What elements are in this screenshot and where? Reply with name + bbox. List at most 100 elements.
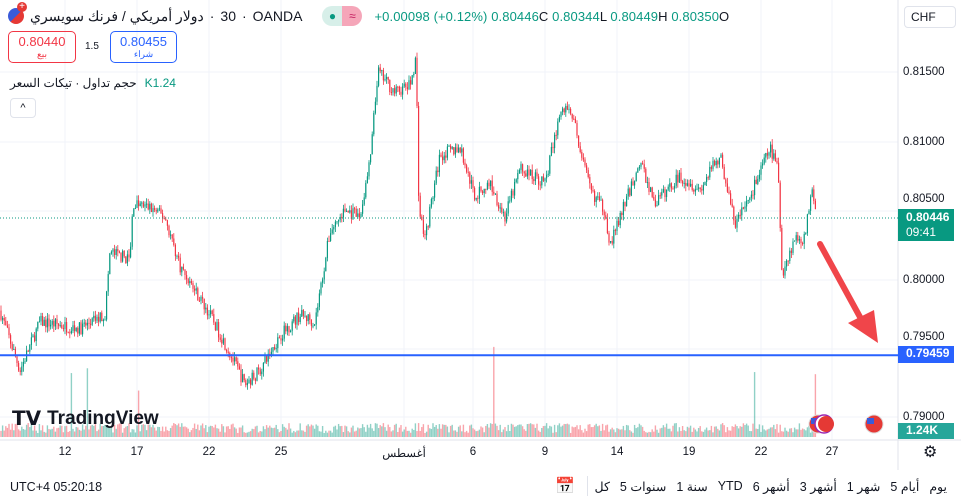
volume-bar [670, 431, 673, 437]
range-button[interactable]: كل [594, 480, 610, 494]
range-button[interactable]: 1 سنة [676, 480, 708, 494]
volume-bar [193, 423, 196, 437]
volume-bar [350, 427, 353, 437]
range-button[interactable]: يوم [929, 480, 947, 494]
candle [344, 208, 346, 212]
volume-bar [653, 431, 655, 437]
candle [83, 322, 85, 324]
volume-bar [533, 424, 535, 437]
volume-bar [776, 424, 778, 437]
volume-bar [161, 426, 164, 437]
volume-bar [621, 429, 623, 437]
volume-bar [305, 425, 308, 437]
candle [634, 181, 636, 186]
candle [205, 307, 207, 310]
volume-bar [456, 431, 458, 437]
volume-bar [704, 429, 706, 437]
volume-bar [517, 425, 519, 437]
candle [637, 168, 639, 173]
clock[interactable]: UTC+4 05:20:18 [10, 480, 103, 494]
candle [506, 213, 508, 222]
status-pill[interactable]: ● ≈ [322, 6, 363, 26]
volume-bar [499, 424, 501, 437]
candle [646, 182, 648, 184]
candle [77, 327, 79, 334]
candle [314, 324, 316, 326]
candle [357, 213, 359, 217]
candle [34, 335, 36, 342]
volume-bar [59, 425, 61, 437]
sell-button[interactable]: 0.80440 بيع [8, 31, 76, 63]
volume-bar [755, 428, 757, 437]
arrow-drawing[interactable] [817, 241, 869, 331]
horizontal-line-tag[interactable]: 0.79459 [898, 346, 954, 363]
volume-bar [3, 430, 5, 437]
candle [261, 371, 263, 375]
volume-bar [109, 426, 111, 437]
range-button[interactable]: 6 أشهر [752, 480, 790, 494]
candle [154, 208, 156, 210]
tradingview-logo[interactable]: 𝗧𝗩 TradingView [12, 407, 159, 431]
candle [621, 212, 623, 216]
volume-bar [9, 429, 12, 437]
price-chart[interactable] [0, 0, 961, 470]
volume-bar [176, 425, 178, 437]
candle [478, 186, 480, 199]
calendar-goto-icon[interactable]: 📅 [555, 478, 575, 495]
settings-icon[interactable]: ⚙ [923, 444, 938, 461]
candle [597, 196, 599, 198]
candle [699, 187, 701, 190]
volume-bar [645, 432, 647, 437]
range-button[interactable]: 3 أشهر [799, 480, 837, 494]
candle [147, 203, 149, 210]
candle [694, 189, 696, 192]
candle [456, 147, 458, 153]
candle [0, 310, 2, 320]
candle [11, 343, 13, 350]
candle [766, 152, 768, 156]
volume-bar [65, 425, 68, 437]
candle [744, 206, 746, 209]
volume-bar [385, 430, 388, 437]
range-button[interactable]: 5 سنوات [619, 480, 667, 494]
candle [94, 315, 96, 321]
volume-bar [632, 432, 634, 437]
volume-bar [246, 432, 249, 437]
candle [448, 145, 450, 147]
volume-bar [709, 430, 711, 437]
volume-bar [13, 430, 15, 437]
candle [146, 203, 148, 205]
candle [62, 328, 64, 330]
currency-select[interactable]: CHF [904, 6, 956, 28]
volume-bar [288, 423, 290, 437]
volume-bar [345, 426, 348, 437]
volume-bar [326, 432, 329, 437]
symbol-name[interactable]: دولار أمريكي / فرنك سويسري [30, 7, 204, 24]
price-tick: 0.79000 [903, 411, 945, 423]
volume-bar [69, 431, 71, 437]
volume-bar [411, 428, 413, 437]
volume-bar [654, 425, 657, 437]
volume-bar [70, 373, 73, 437]
volume-bar [545, 423, 548, 437]
range-button[interactable]: YTD [717, 479, 743, 493]
buy-button[interactable]: 0.80455 شراء [110, 31, 177, 63]
volume-bar [697, 427, 700, 437]
range-button[interactable]: 5 أيام [890, 480, 920, 494]
candle [530, 169, 532, 176]
price-tick: 0.80000 [903, 274, 945, 286]
volume-bar [192, 427, 194, 437]
collapse-button[interactable]: ^ [10, 98, 36, 118]
volume-bar [409, 432, 412, 437]
volume-bar [768, 428, 770, 437]
candle [410, 80, 412, 85]
candle [486, 182, 488, 190]
candle [213, 314, 215, 323]
candle [539, 184, 541, 186]
interval[interactable]: 30 [220, 8, 236, 24]
volume-bar [808, 425, 810, 437]
candle [237, 361, 239, 367]
range-button[interactable]: 1 شهر [846, 480, 881, 494]
volume-bar [553, 424, 556, 437]
volume-bar [45, 432, 47, 437]
